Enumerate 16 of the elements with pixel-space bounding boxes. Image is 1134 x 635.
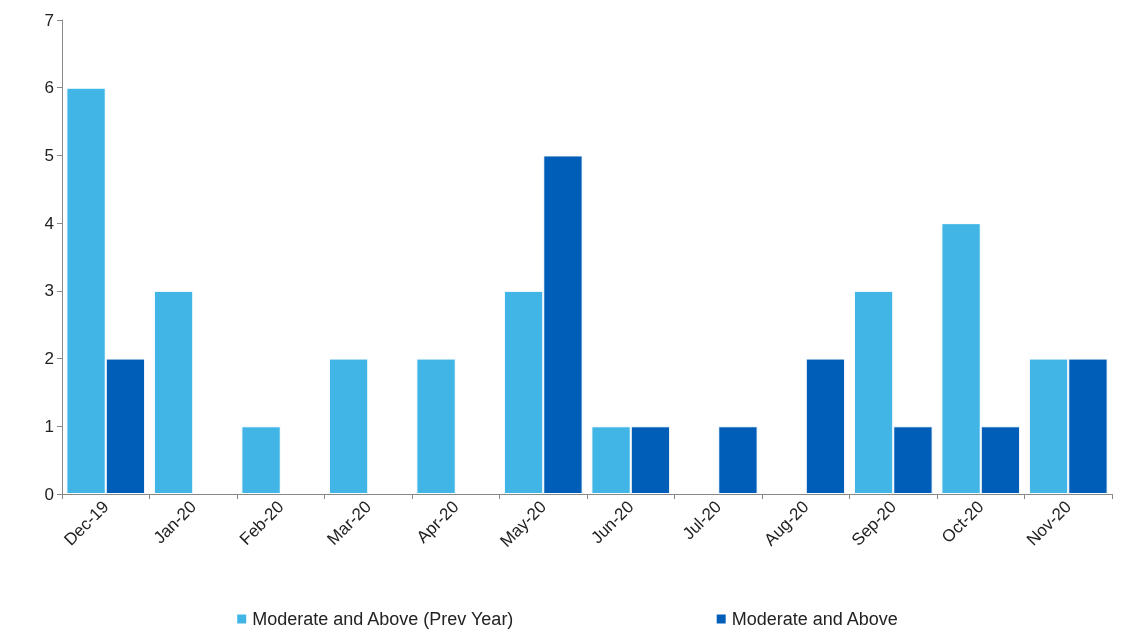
bar bbox=[805, 358, 846, 494]
bar bbox=[328, 358, 369, 494]
y-tick-label: 6 bbox=[44, 78, 54, 98]
y-tick-label: 3 bbox=[44, 281, 54, 301]
y-tick-label: 0 bbox=[44, 484, 54, 504]
bar bbox=[416, 358, 456, 494]
bar bbox=[241, 426, 281, 494]
y-tick-label: 5 bbox=[44, 145, 54, 165]
y-tick-label: 4 bbox=[44, 213, 54, 233]
bar bbox=[153, 290, 194, 494]
bar bbox=[718, 426, 758, 494]
legend-label: Moderate and Above (Prev Year) bbox=[252, 609, 514, 629]
y-tick-label: 1 bbox=[44, 416, 54, 436]
y-tick-label: 7 bbox=[44, 10, 54, 30]
y-tick-label: 2 bbox=[44, 349, 54, 369]
legend-label: Moderate and Above bbox=[731, 609, 898, 629]
